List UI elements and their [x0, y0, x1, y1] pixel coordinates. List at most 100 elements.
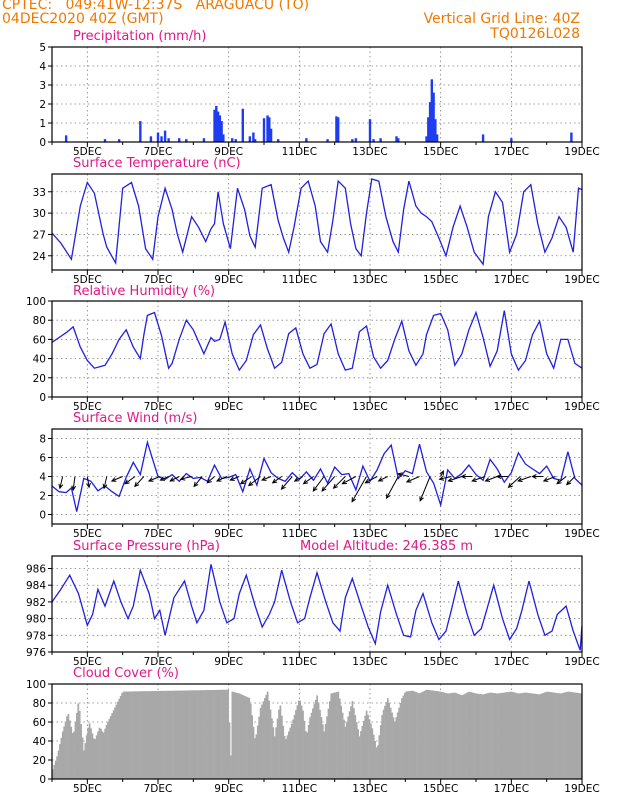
- cloud-bar: [312, 708, 314, 779]
- wind-arrow-head: [439, 470, 444, 476]
- wind-arrow: [472, 476, 486, 482]
- cloud-bar: [138, 691, 140, 779]
- panel-title: Surface Pressure (hPa): [73, 539, 220, 554]
- cloud-bar: [464, 693, 467, 779]
- plot-content: [52, 564, 582, 651]
- cloud-bar: [557, 693, 560, 779]
- cloud-bar: [220, 689, 222, 779]
- cloud-bar: [225, 689, 228, 779]
- precip-bar: [395, 136, 398, 142]
- y-tick-label: 2: [39, 99, 46, 111]
- cloud-bar: [348, 711, 351, 779]
- wind-arrow: [351, 476, 367, 502]
- cloud-bar: [425, 690, 427, 779]
- wind-arrow: [448, 476, 463, 482]
- precip-bar: [178, 138, 181, 142]
- cloud-bar: [109, 716, 112, 779]
- wind-arrow: [207, 476, 215, 484]
- wind-arrow: [160, 476, 169, 481]
- cloud-bar: [57, 750, 60, 779]
- wind-arrow: [333, 476, 346, 489]
- x-tick-label: 9DEC: [214, 274, 243, 286]
- cloud-bar: [567, 691, 570, 779]
- cloud-bar: [210, 690, 213, 779]
- cloud-bar: [351, 701, 354, 779]
- cloud-bar: [145, 691, 147, 779]
- panel-title: Precipitation (mm/h): [73, 29, 206, 44]
- cloud-bar: [289, 727, 292, 779]
- cloud-bar: [80, 724, 82, 779]
- cloud-bar: [381, 715, 384, 779]
- cloud-bar: [211, 689, 214, 779]
- wind-arrow: [378, 476, 388, 482]
- cloud-bar: [122, 691, 125, 779]
- cloud-bar: [317, 702, 320, 779]
- wind-arrow-head: [71, 485, 77, 492]
- panel-5: 976 978 980 982 984 986 5DEC 7DEC 9DEC 11DEC 13DEC…: [26, 539, 600, 668]
- x-tick-label: 15DEC: [423, 656, 458, 668]
- y-tick-label: 80: [33, 698, 46, 710]
- x-tick-label: 11DEC: [282, 528, 317, 540]
- wind-arrow-head: [110, 477, 117, 482]
- cloud-bar: [64, 721, 67, 779]
- cloud-bar: [470, 692, 473, 779]
- cloud-bar: [173, 690, 176, 779]
- cloud-bar: [516, 693, 519, 779]
- cloud-bar: [410, 690, 413, 779]
- cloud-bar: [408, 691, 410, 779]
- cloud-bar: [309, 717, 311, 779]
- cloud-bar: [478, 693, 481, 779]
- cloud-bar: [526, 692, 529, 779]
- cloud-bar: [78, 710, 81, 779]
- cloud-bar: [524, 692, 526, 779]
- cloud-bar: [146, 691, 149, 779]
- cloud-bar: [204, 690, 207, 779]
- cloud-bar: [88, 723, 91, 779]
- y-tick-label: 976: [26, 647, 46, 659]
- precip-bar: [103, 139, 107, 142]
- cloud-bar: [53, 764, 56, 779]
- x-tick-label: 13DEC: [352, 528, 387, 540]
- cloud-bar: [320, 717, 323, 779]
- cloud-bar: [449, 693, 451, 779]
- cloud-bar: [433, 690, 436, 779]
- cloud-bar: [395, 717, 398, 779]
- cloud-bar: [572, 692, 574, 779]
- cloud-bar: [197, 690, 200, 779]
- wind-arrow-head: [124, 479, 130, 485]
- wind-arrow: [397, 473, 409, 477]
- cloud-bar: [507, 692, 509, 779]
- plot-content: [64, 79, 573, 142]
- cloud-bar: [364, 715, 367, 779]
- cloud-bar: [560, 693, 563, 779]
- x-tick-label: 7DEC: [144, 401, 173, 413]
- cloud-bar: [545, 691, 547, 779]
- cloud-bar: [73, 731, 75, 779]
- cloud-bar: [474, 693, 477, 779]
- precip-bar: [262, 118, 266, 142]
- y-tick-label: 60: [33, 334, 46, 346]
- cloud-bar: [198, 690, 201, 779]
- y-tick-label: 0: [39, 774, 46, 786]
- precip-bar: [234, 139, 237, 142]
- cloud-bar: [525, 692, 528, 779]
- wind-arrow-head: [364, 478, 370, 484]
- cloud-bar: [306, 732, 309, 779]
- wind-arrow: [148, 476, 160, 482]
- cloud-bar: [70, 726, 73, 779]
- cloud-bar: [92, 738, 95, 779]
- cloud-bar: [432, 690, 434, 779]
- panel-2: 24 27 30 33 5DEC 7DEC 9DEC 11DEC 13DEC 15DEC 17DEC…: [33, 156, 600, 286]
- cloud-bar: [265, 694, 268, 779]
- cloud-bar: [288, 731, 290, 779]
- cloud-bar: [497, 693, 499, 779]
- cloud-bar: [405, 691, 408, 779]
- y-tick-label: 978: [26, 630, 46, 642]
- cloud-bar: [566, 691, 569, 779]
- cloud-bar: [152, 691, 155, 779]
- x-tick-label: 9DEC: [214, 783, 243, 795]
- cloud-bar: [463, 694, 465, 779]
- cloud-bar: [190, 690, 193, 779]
- wind-arrow-head: [484, 477, 491, 482]
- cloud-bar: [412, 690, 415, 779]
